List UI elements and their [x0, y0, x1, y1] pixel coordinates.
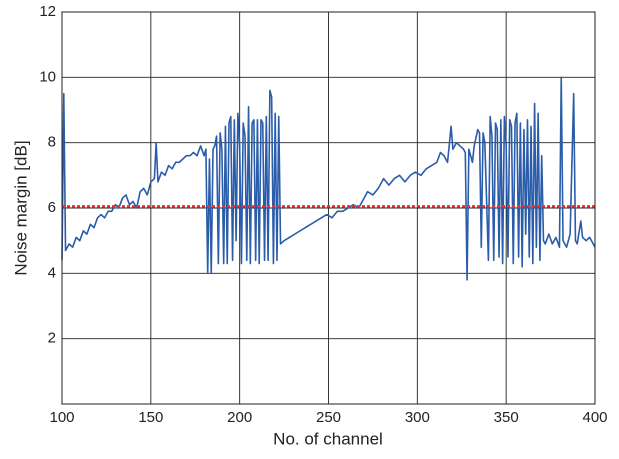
plot-frame: [61, 11, 596, 405]
y-tick-label: 8: [48, 134, 56, 151]
x-tick-label: 300: [405, 409, 430, 426]
x-tick-label: 400: [582, 409, 607, 426]
y-tick-label: 10: [39, 68, 56, 85]
y-tick-label: 2: [48, 330, 56, 347]
x-tick-label: 200: [227, 409, 252, 426]
x-axis-label: No. of channel: [273, 429, 383, 448]
x-tick-label: 100: [49, 409, 74, 426]
y-tick-label: 4: [48, 264, 56, 281]
x-tick-label: 350: [494, 409, 519, 426]
data-line: [61, 76, 596, 281]
y-axis-label: Noise margin [dB]: [11, 140, 30, 275]
y-tick-label: 6: [48, 199, 56, 216]
x-tick-label: 150: [138, 409, 163, 426]
y-tick-label: 12: [39, 3, 56, 20]
x-tick-label: 250: [316, 409, 341, 426]
